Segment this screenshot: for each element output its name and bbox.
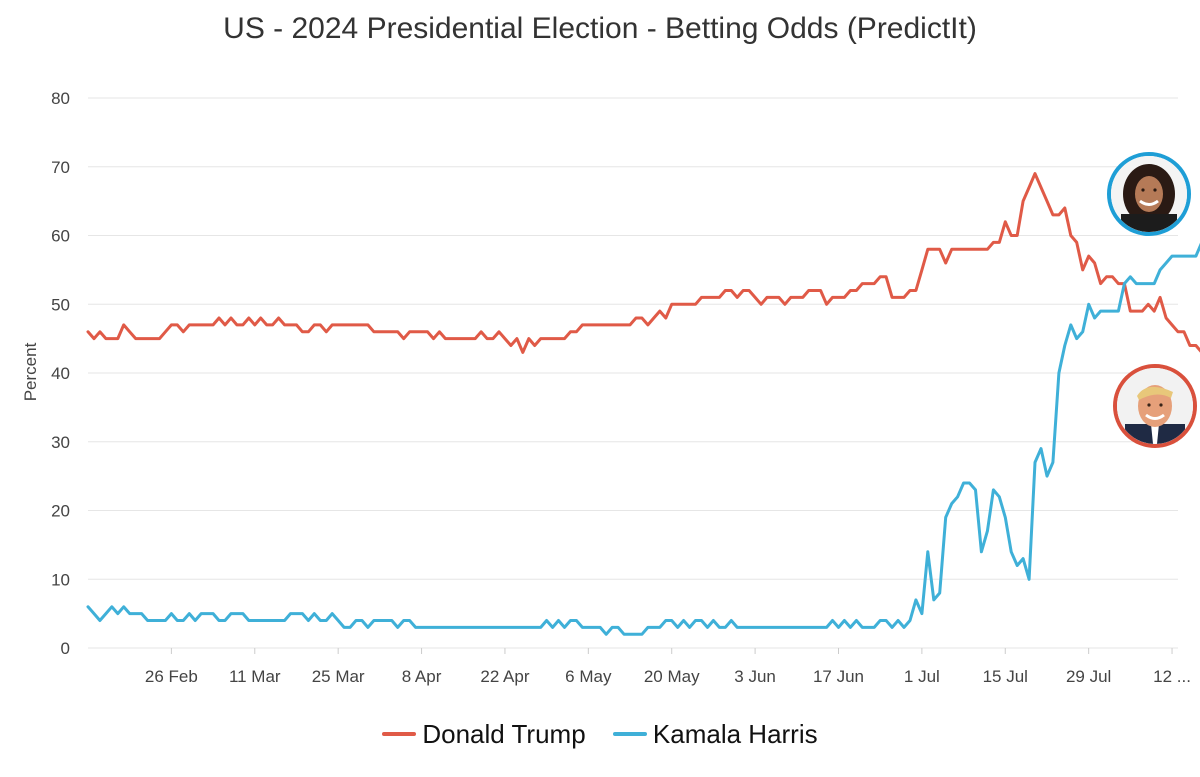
x-tick-label: 20 May	[644, 667, 700, 686]
legend-swatch-harris	[612, 732, 647, 736]
y-tick-label: 80	[51, 89, 70, 108]
legend-label-harris: Kamala Harris	[652, 718, 818, 749]
y-tick-label: 10	[51, 570, 70, 589]
legend-label-trump: Donald Trump	[422, 718, 586, 749]
series-line-donald-trump[interactable]	[86, 172, 1200, 354]
x-tick-label: 1 Jul	[904, 667, 940, 686]
x-axis-ticks: 26 Feb 11 Mar 25 Mar 8 Apr 22 Apr 6 May 20 May…	[145, 648, 1191, 686]
y-tick-label: 40	[51, 364, 70, 383]
y-axis-label: Percent	[21, 342, 40, 401]
x-tick-label: 15 Jul	[983, 667, 1028, 686]
chart-legend: Donald Trump Kamala Harris	[0, 712, 1200, 750]
x-tick-label: 17 Jun	[813, 667, 864, 686]
harris-portrait-icon	[1111, 156, 1187, 232]
chart-title: US - 2024 Presidential Election - Bettin…	[223, 12, 977, 45]
legend-item-trump[interactable]: Donald Trump	[382, 718, 586, 750]
x-tick-label: 25 Mar	[312, 667, 365, 686]
series-donald-trump	[86, 172, 1200, 354]
x-tick-label: 29 Jul	[1066, 667, 1111, 686]
kamala-harris-avatar	[1107, 152, 1191, 236]
series-line-kamala-harris[interactable]	[86, 242, 1200, 636]
y-tick-label: 70	[51, 158, 70, 177]
x-tick-label: 26 Feb	[145, 667, 198, 686]
legend-item-harris[interactable]: Kamala Harris	[612, 718, 818, 750]
x-tick-label: 8 Apr	[402, 667, 442, 686]
y-tick-label: 30	[51, 433, 70, 452]
trump-portrait-icon	[1117, 368, 1193, 444]
legend-swatch-trump	[382, 732, 417, 736]
donald-trump-avatar	[1113, 364, 1197, 448]
grid-layer	[88, 97, 1178, 649]
series-layer	[86, 172, 1200, 636]
y-tick-label: 60	[51, 227, 70, 246]
x-tick-label: 11 Mar	[229, 667, 281, 686]
x-tick-label: 6 May	[565, 667, 612, 686]
series-kamala-harris	[86, 242, 1200, 636]
y-tick-label: 20	[51, 502, 70, 521]
x-tick-label: 22 Apr	[480, 667, 529, 686]
y-tick-label: 50	[51, 295, 70, 314]
x-tick-label: 3 Jun	[734, 667, 776, 686]
y-tick-label: 0	[61, 639, 70, 658]
x-tick-label: 12 ...	[1153, 667, 1191, 686]
y-axis-ticks: 0 10 20 30 40 50 60 70 80	[51, 89, 70, 658]
